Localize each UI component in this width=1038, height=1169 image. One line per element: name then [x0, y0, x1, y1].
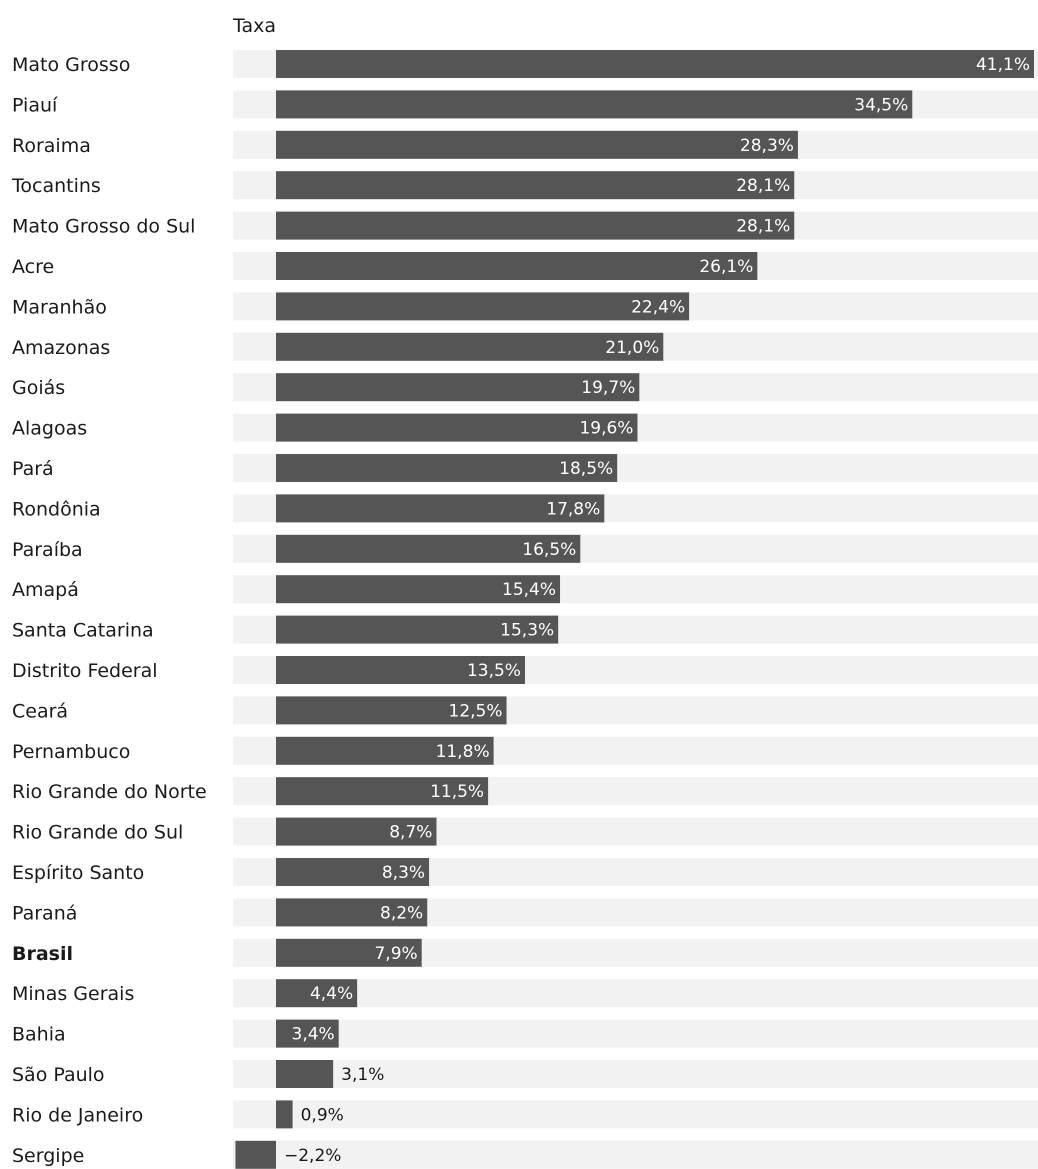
category-label: Minas Gerais — [12, 983, 134, 1005]
bar — [276, 292, 690, 321]
value-label: 15,4% — [502, 580, 556, 600]
value-label: 8,2% — [380, 903, 423, 923]
category-label: Acre — [12, 256, 54, 278]
category-label: São Paulo — [12, 1064, 105, 1086]
bar — [276, 130, 798, 159]
value-label: −2,2% — [284, 1146, 341, 1166]
value-label: 3,4% — [292, 1025, 335, 1045]
category-label: Ceará — [12, 700, 68, 722]
value-label: 28,3% — [740, 136, 794, 156]
category-label: Pernambuco — [12, 741, 130, 763]
value-label: 4,4% — [310, 984, 353, 1004]
category-label: Distrito Federal — [12, 660, 158, 682]
category-label: Roraima — [12, 135, 91, 157]
value-label: 26,1% — [699, 257, 753, 277]
category-label: Piauí — [12, 94, 58, 116]
value-label: 28,1% — [736, 176, 790, 196]
category-label: Bahia — [12, 1024, 66, 1046]
category-label: Rio Grande do Norte — [12, 781, 207, 803]
bar — [276, 373, 640, 402]
category-label: Goiás — [12, 377, 65, 399]
bar-track — [233, 1100, 1038, 1129]
category-label: Rio de Janeiro — [12, 1104, 143, 1126]
value-label: 34,5% — [854, 95, 908, 115]
bar — [276, 413, 638, 442]
value-label: 3,1% — [341, 1065, 384, 1085]
value-label: 11,8% — [436, 742, 490, 762]
category-label: Mato Grosso — [12, 54, 130, 76]
category-label: Espírito Santo — [12, 862, 144, 884]
bar — [276, 777, 489, 806]
bar — [276, 1019, 339, 1048]
bar — [276, 252, 758, 280]
bar — [276, 938, 422, 967]
category-label: Amapá — [12, 579, 79, 601]
category-label: Santa Catarina — [12, 620, 154, 642]
value-label: 28,1% — [736, 217, 790, 237]
value-label: 22,4% — [631, 297, 685, 317]
category-label: Sergipe — [12, 1145, 84, 1167]
value-label: 19,6% — [579, 419, 633, 439]
category-label: Brasil — [12, 943, 73, 965]
bar — [276, 1060, 334, 1088]
bar — [276, 696, 507, 725]
bar — [276, 332, 664, 361]
bar — [276, 534, 581, 563]
bar — [276, 211, 795, 240]
value-label: 8,7% — [389, 823, 432, 843]
category-label: Tocantins — [11, 175, 101, 197]
bar-track — [233, 1060, 1038, 1088]
bar — [276, 90, 913, 119]
bar — [235, 1140, 276, 1169]
bar-track — [233, 1019, 1038, 1048]
value-label: 16,5% — [522, 540, 576, 560]
category-label: Paraná — [12, 902, 77, 924]
value-label: 12,5% — [449, 701, 503, 721]
bar — [276, 858, 430, 886]
category-label: Alagoas — [12, 418, 87, 440]
value-label: 19,7% — [581, 378, 635, 398]
bar — [276, 171, 795, 200]
value-label: 17,8% — [546, 499, 600, 519]
value-label: 8,3% — [382, 863, 425, 883]
value-label: 11,5% — [430, 782, 484, 802]
value-label: 21,0% — [605, 338, 659, 358]
value-label: 0,9% — [301, 1105, 344, 1125]
bar — [276, 575, 561, 604]
bar — [276, 736, 494, 765]
value-label: 15,3% — [500, 621, 554, 641]
value-label: 18,5% — [559, 459, 613, 479]
bar — [276, 979, 358, 1008]
bar — [276, 1100, 293, 1129]
bar — [276, 615, 559, 644]
bar-track — [233, 979, 1038, 1008]
value-label: 7,9% — [374, 944, 417, 964]
bar — [276, 817, 437, 846]
value-label: 13,5% — [467, 661, 521, 681]
bar — [276, 494, 605, 523]
category-label: Rio Grande do Sul — [12, 822, 183, 844]
category-label: Pará — [12, 458, 54, 480]
category-label: Paraíba — [12, 539, 83, 561]
bar — [276, 50, 1034, 78]
bar-rows: Mato Grosso 41,1% Piauí 34,5% Roraima 28,3% To… — [11, 50, 1038, 1169]
category-label: Mato Grosso do Sul — [12, 216, 195, 238]
bar — [276, 898, 428, 927]
bar — [276, 454, 618, 482]
value-label: 41,1% — [976, 55, 1030, 75]
column-header: Taxa — [232, 15, 276, 37]
bar — [276, 656, 525, 684]
bar-track — [233, 1140, 1038, 1169]
category-label: Amazonas — [12, 337, 110, 359]
category-label: Rondônia — [12, 498, 101, 520]
category-label: Maranhão — [12, 296, 107, 318]
